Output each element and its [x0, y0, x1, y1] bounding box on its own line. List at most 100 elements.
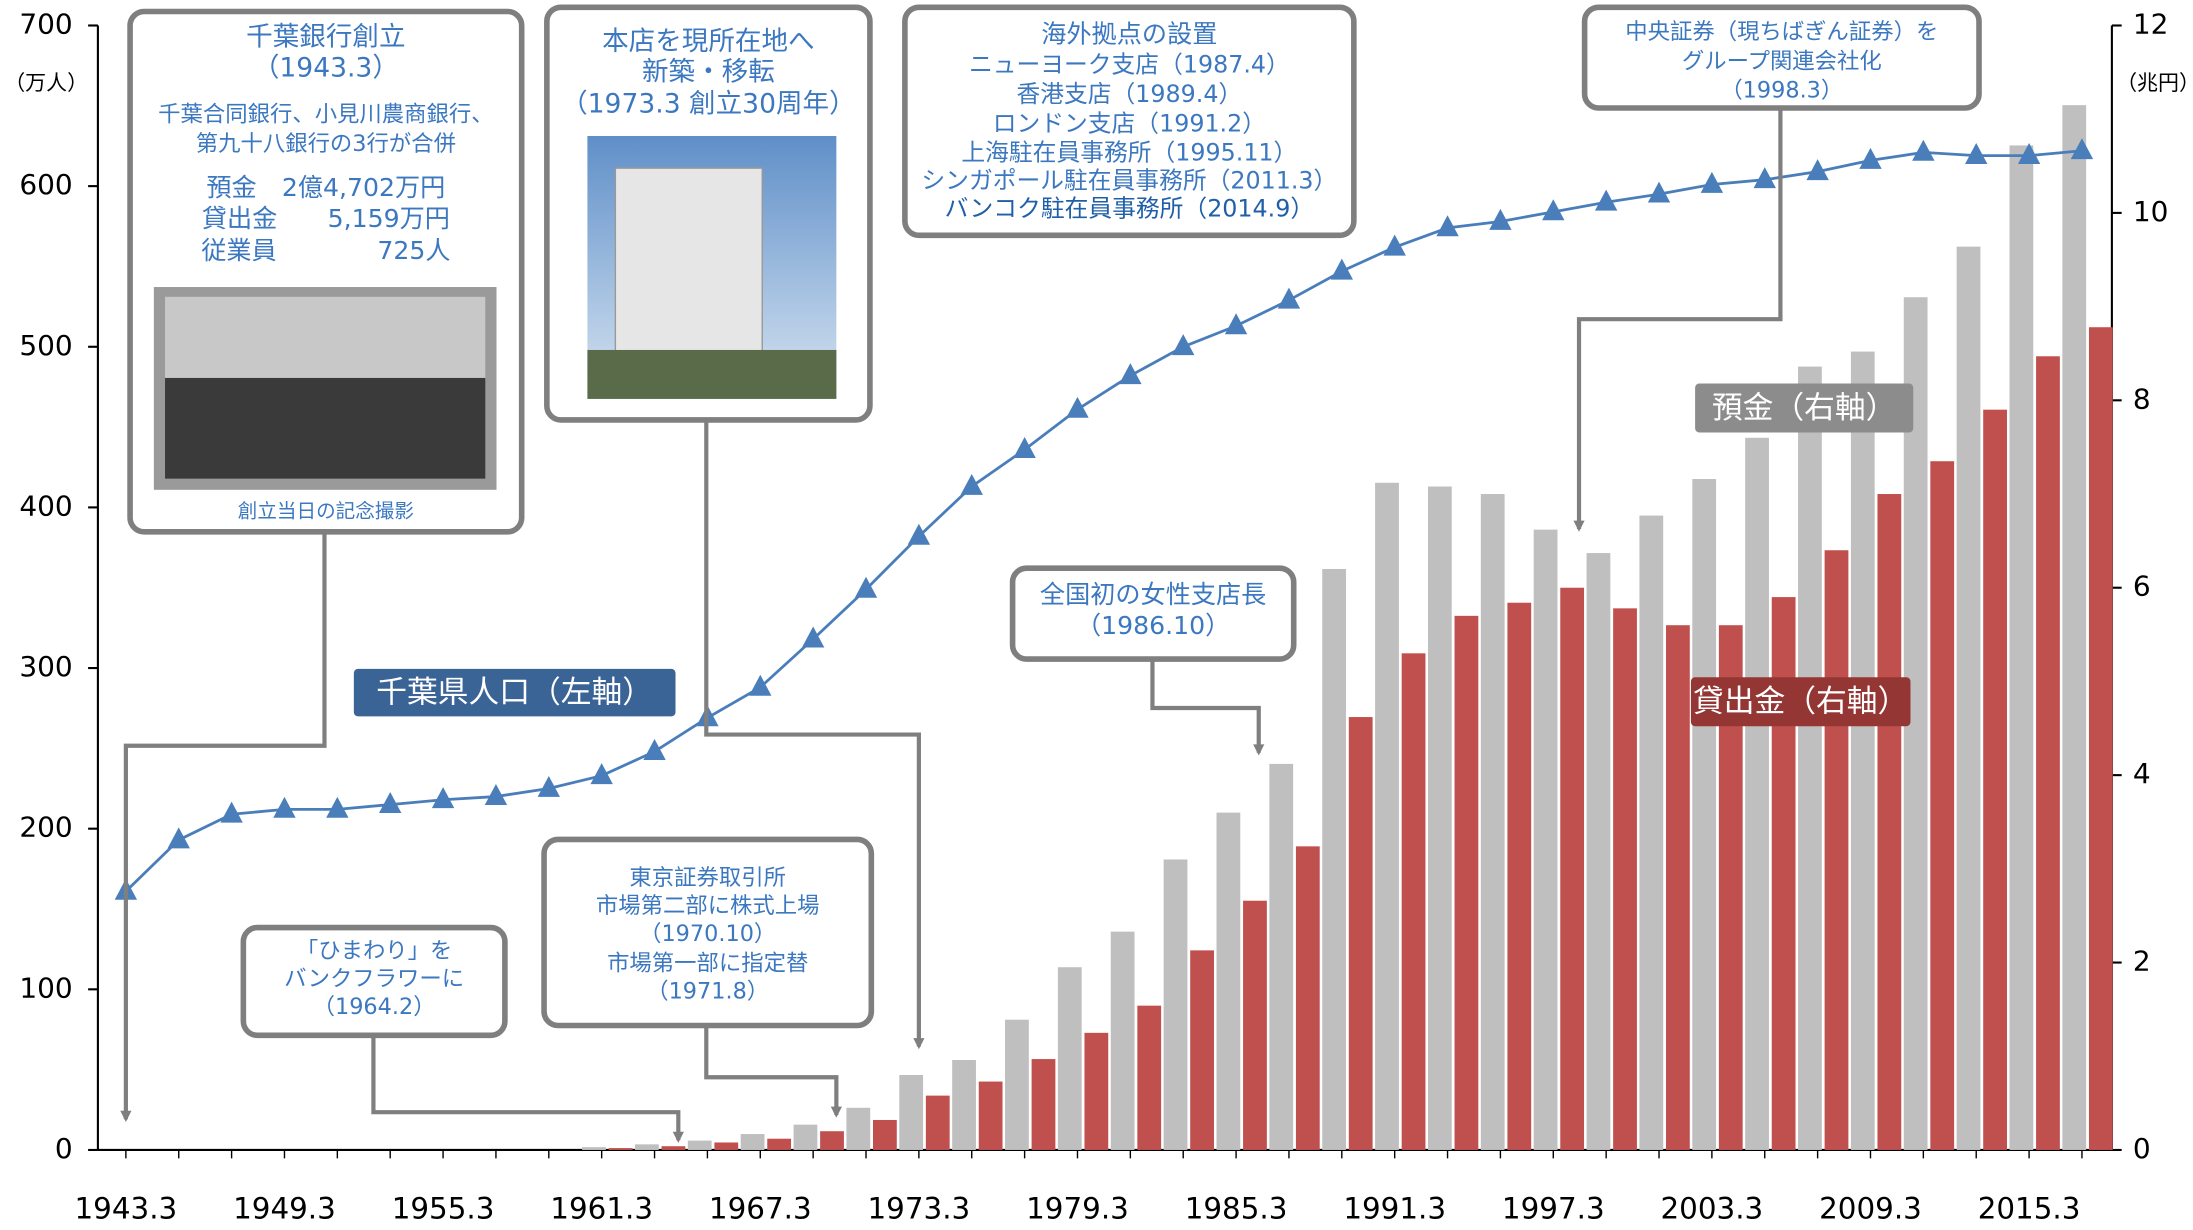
line-marker: [1753, 167, 1776, 189]
legend-label: 千葉県人口（左軸）: [376, 675, 653, 711]
bar: [846, 1107, 871, 1150]
bar: [767, 1138, 792, 1150]
bar: [1190, 950, 1214, 1150]
annotation-text: 千葉合同銀行、小見川農商銀行、: [158, 102, 493, 128]
line-marker: [1965, 143, 1988, 165]
annotation-text: 市場第一部に指定替: [607, 950, 808, 976]
bar: [1295, 846, 1320, 1150]
line-marker: [1542, 199, 1565, 221]
y2-tick-label: 8: [2133, 382, 2151, 415]
photos: [153, 135, 837, 490]
connector-arrow: [913, 1038, 925, 1050]
annotation-text: バンコク駐在員事務所（2014.9）: [945, 195, 1315, 223]
bar: [1348, 717, 1373, 1150]
bar: [687, 1140, 712, 1150]
bar: [1375, 482, 1399, 1150]
x-tick-label: 1985.3: [1185, 1192, 1288, 1226]
bar: [1639, 515, 1664, 1150]
bar: [1718, 625, 1743, 1150]
bar: [2036, 356, 2060, 1150]
line-marker: [643, 738, 666, 760]
photo-building: [165, 296, 486, 381]
bar: [1903, 297, 1928, 1150]
annotation-text: 東京証券取引所: [629, 865, 786, 891]
annotation-text: （1986.10）: [1076, 611, 1230, 640]
bar: [1137, 1005, 1162, 1150]
bar: [873, 1119, 897, 1150]
connector-arrow: [1573, 520, 1585, 532]
line-marker: [960, 473, 983, 495]
y2-axis-unit: （兆円）: [2116, 71, 2193, 95]
connector: [704, 1025, 839, 1115]
bar: [1031, 1059, 1056, 1150]
connector: [371, 1035, 681, 1141]
bar: [740, 1134, 765, 1150]
x-tick-label: 1961.3: [550, 1192, 653, 1226]
bar: [2062, 105, 2087, 1150]
annotation-text: 新築・移転: [642, 57, 775, 88]
line-marker: [2070, 138, 2094, 160]
annotation-text: （1970.10）: [639, 921, 776, 947]
connector: [704, 419, 921, 1047]
connector: [1576, 108, 1783, 529]
line-marker: [1859, 147, 1882, 169]
line-marker: [1119, 363, 1142, 385]
y-tick-label: 0: [55, 1132, 73, 1165]
annotation-text: 本店を現所在地へ: [602, 26, 815, 57]
bar: [1983, 409, 2007, 1150]
annotation-text: 中央証券（現ちばぎん証券）を: [1625, 19, 1938, 45]
line-marker: [1912, 139, 1935, 161]
bar: [1401, 653, 1426, 1150]
bar: [1454, 615, 1479, 1150]
legend-box: [1695, 383, 1914, 433]
annotation-text: 貸出金 5,159万円: [202, 204, 450, 233]
bar: [1692, 479, 1717, 1150]
y-axis-unit: （万人）: [4, 71, 88, 95]
bar: [978, 1081, 1003, 1150]
bar: [1163, 859, 1188, 1150]
line-marker: [907, 523, 931, 545]
annotation-text: グループ関連会社化: [1682, 48, 1882, 74]
bar: [608, 1148, 633, 1150]
annotation-text: 「ひまわり」を: [296, 938, 453, 964]
legend-label: 貸出金（右軸）: [1693, 684, 1908, 720]
line-marker: [1383, 234, 1406, 256]
x-tick-label: 2003.3: [1661, 1192, 1764, 1226]
annotation-text: 上海駐在員事務所（1995.11）: [961, 139, 1297, 167]
connector-arrow: [1253, 744, 1265, 756]
line-marker: [590, 763, 613, 785]
bar: [1771, 597, 1796, 1150]
bar: [925, 1095, 950, 1150]
bar: [1084, 1032, 1109, 1150]
bar: [1005, 1019, 1029, 1150]
y2-tick-label: 10: [2133, 195, 2169, 228]
annotation-text: 第九十八銀行の3行が合併: [196, 131, 456, 157]
line-marker: [1647, 181, 1671, 203]
x-tick-label: 1973.3: [868, 1192, 971, 1226]
bar: [1216, 812, 1241, 1150]
x-tick-label: 1979.3: [1026, 1192, 1129, 1226]
annotation-text: （1973.3 創立30周年）: [561, 89, 856, 120]
bar: [1666, 625, 1690, 1150]
line-marker: [1224, 313, 1248, 335]
line-marker: [801, 626, 825, 648]
bar: [1322, 568, 1347, 1150]
bar: [1586, 553, 1611, 1150]
annotation-text: （1964.2）: [313, 994, 436, 1020]
annotation-text: ニューヨーク支店（1987.4）: [969, 51, 1290, 79]
line-marker: [167, 827, 190, 849]
bar: [1824, 550, 1849, 1150]
annotation-text: ロンドン支店（1991.2）: [993, 109, 1266, 137]
line-marker: [1330, 258, 1354, 280]
bar: [1480, 494, 1505, 1150]
y2-tick-label: 4: [2133, 757, 2151, 790]
x-tick-label: 2015.3: [1978, 1192, 2081, 1226]
line-marker: [273, 796, 296, 818]
line-marker: [854, 576, 878, 598]
bar: [2009, 145, 2034, 1150]
y-tick-label: 100: [19, 971, 72, 1004]
annotation-text: バンクフラワーに: [284, 966, 464, 992]
annotation-box: [902, 4, 1357, 239]
x-tick-label: 1991.3: [1343, 1192, 1446, 1226]
line-marker: [1172, 334, 1195, 356]
